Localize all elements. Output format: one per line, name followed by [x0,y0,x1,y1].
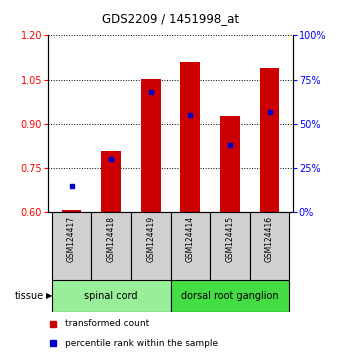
Text: GSM124416: GSM124416 [265,216,274,262]
Bar [52,212,91,280]
Text: dorsal root ganglion: dorsal root ganglion [181,291,279,301]
Bar [52,280,170,312]
Bar [91,212,131,280]
Bar [260,68,279,212]
Text: tissue: tissue [15,291,44,301]
Text: GSM124414: GSM124414 [186,216,195,262]
Text: ▶: ▶ [46,291,53,300]
Text: spinal cord: spinal cord [84,291,138,301]
Text: GDS2209 / 1451998_at: GDS2209 / 1451998_at [102,12,239,25]
Bar [220,116,240,212]
Bar [250,212,289,280]
Bar [131,212,170,280]
Text: percentile rank within the sample: percentile rank within the sample [65,339,218,348]
Text: GSM124418: GSM124418 [107,216,116,262]
Text: GSM124419: GSM124419 [146,216,155,262]
Text: GSM124415: GSM124415 [225,216,234,262]
Bar [210,212,250,280]
Bar [170,212,210,280]
Bar [141,79,161,212]
Text: GSM124417: GSM124417 [67,216,76,262]
Text: transformed count: transformed count [65,319,149,329]
Bar [170,280,289,312]
Bar [62,210,81,212]
Bar [101,152,121,212]
Bar [180,62,200,212]
